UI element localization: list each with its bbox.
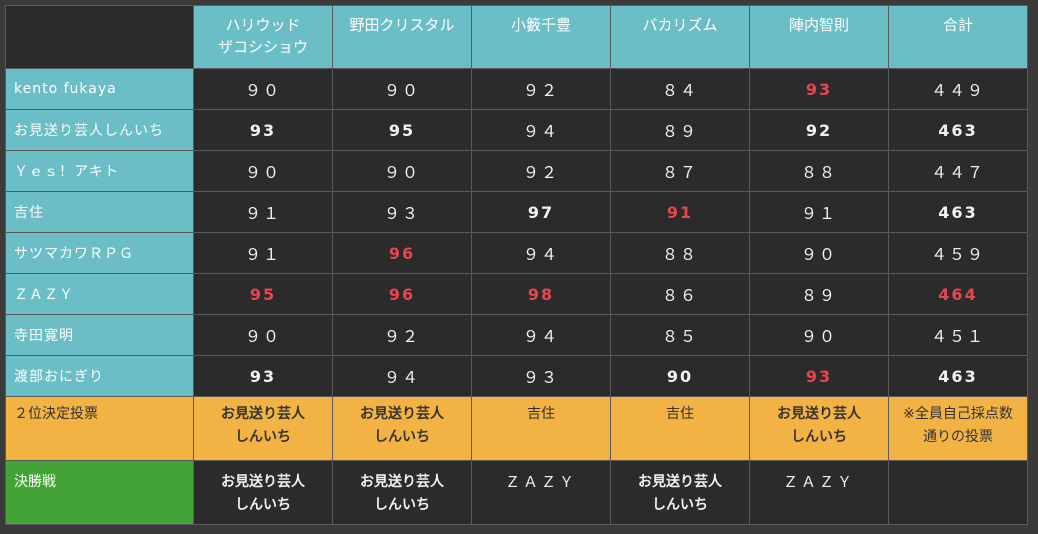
score-cell: 96	[332, 232, 472, 274]
score-cell: ９０	[193, 150, 333, 192]
score-cell: ８６	[610, 273, 750, 315]
score-cell: 96	[332, 273, 472, 315]
final-label: 決勝戦	[5, 460, 194, 525]
col-header: 陣内智則	[749, 5, 889, 69]
score-cell: 95	[332, 109, 472, 151]
score-cell: 93	[749, 68, 889, 110]
col-header: 小籔千豊	[471, 5, 611, 69]
score-cell: ９３	[332, 191, 472, 233]
table-row: お見送り芸人しんいち 93 95 ９４ ８９ 92 463	[5, 109, 1028, 151]
vote-label: ２位決定投票	[5, 396, 194, 461]
total-cell: 463	[888, 355, 1028, 397]
col-header: バカリズム	[610, 5, 750, 69]
vote-cell: お見送り芸人 しんいち	[193, 396, 333, 461]
score-cell: ９０	[193, 68, 333, 110]
score-cell: ８８	[749, 150, 889, 192]
col-header: ハリウッド ザコシショウ	[193, 5, 333, 69]
score-cell: ９４	[471, 109, 611, 151]
row-name: サツマカワＲＰＧ	[5, 232, 194, 274]
score-cell: 91	[610, 191, 750, 233]
final-cell: ＺＡＺＹ	[471, 460, 611, 525]
total-cell: 463	[888, 191, 1028, 233]
score-cell: ９１	[193, 232, 333, 274]
row-name: 渡部おにぎり	[5, 355, 194, 397]
score-cell: 98	[471, 273, 611, 315]
header-row: ハリウッド ザコシショウ 野田クリスタル 小籔千豊 バカリズム 陣内智則 合計	[5, 5, 1028, 69]
score-cell: 92	[749, 109, 889, 151]
vote-cell: 吉住	[471, 396, 611, 461]
score-cell: ９０	[332, 150, 472, 192]
final-cell: お見送り芸人 しんいち	[193, 460, 333, 525]
score-cell: ８７	[610, 150, 750, 192]
score-cell: ９０	[749, 232, 889, 274]
score-cell: ９１	[193, 191, 333, 233]
col-header: 野田クリスタル	[332, 5, 472, 69]
score-table: ハリウッド ザコシショウ 野田クリスタル 小籔千豊 バカリズム 陣内智則 合計 …	[5, 5, 1028, 525]
vote-row: ２位決定投票 お見送り芸人 しんいち お見送り芸人 しんいち 吉住 吉住 お見送…	[5, 396, 1028, 461]
total-cell: 464	[888, 273, 1028, 315]
score-cell: ９０	[749, 314, 889, 356]
corner-cell	[5, 5, 194, 69]
vote-cell: 吉住	[610, 396, 750, 461]
score-cell: 93	[193, 109, 333, 151]
total-cell: ４４９	[888, 68, 1028, 110]
table-row: Ｙｅｓ！アキト ９０ ９０ ９２ ８７ ８８ ４４７	[5, 150, 1028, 192]
final-cell: お見送り芸人 しんいち	[610, 460, 750, 525]
score-cell: ９４	[471, 314, 611, 356]
score-cell: ８９	[749, 273, 889, 315]
score-cell: ９４	[332, 355, 472, 397]
row-name: ＺＡＺＹ	[5, 273, 194, 315]
score-cell: ８４	[610, 68, 750, 110]
table-row: ＺＡＺＹ 95 96 98 ８６ ８９ 464	[5, 273, 1028, 315]
score-cell: 95	[193, 273, 333, 315]
score-cell: ９２	[471, 68, 611, 110]
row-name: お見送り芸人しんいち	[5, 109, 194, 151]
final-cell: ＺＡＺＹ	[749, 460, 889, 525]
row-name: Ｙｅｓ！アキト	[5, 150, 194, 192]
row-name: 吉住	[5, 191, 194, 233]
table-row: kento fukaya ９０ ９０ ９２ ８４ 93 ４４９	[5, 68, 1028, 110]
vote-cell: お見送り芸人 しんいち	[749, 396, 889, 461]
score-cell: ９０	[332, 68, 472, 110]
table-row: 寺田寛明 ９０ ９２ ９４ ８５ ９０ ４５１	[5, 314, 1028, 356]
score-cell: ９３	[471, 355, 611, 397]
score-cell: 97	[471, 191, 611, 233]
score-cell: ９２	[332, 314, 472, 356]
final-row: 決勝戦 お見送り芸人 しんいち お見送り芸人 しんいち ＺＡＺＹ お見送り芸人 …	[5, 460, 1028, 525]
table-row: 吉住 ９１ ９３ 97 91 ９１ 463	[5, 191, 1028, 233]
row-name: kento fukaya	[5, 68, 194, 110]
final-cell: お見送り芸人 しんいち	[332, 460, 472, 525]
score-cell: ８５	[610, 314, 750, 356]
score-cell: ９２	[471, 150, 611, 192]
vote-note: ※全員自己採点数 通りの投票	[888, 396, 1028, 461]
row-name: 寺田寛明	[5, 314, 194, 356]
score-cell: ９１	[749, 191, 889, 233]
score-cell: ９０	[193, 314, 333, 356]
score-cell: 90	[610, 355, 750, 397]
total-cell: ４５９	[888, 232, 1028, 274]
total-cell: ４５１	[888, 314, 1028, 356]
total-cell: 463	[888, 109, 1028, 151]
col-header: 合計	[888, 5, 1028, 69]
final-cell	[888, 460, 1028, 525]
table-row: サツマカワＲＰＧ ９１ 96 ９４ ８８ ９０ ４５９	[5, 232, 1028, 274]
score-cell: ９４	[471, 232, 611, 274]
score-cell: ８９	[610, 109, 750, 151]
vote-cell: お見送り芸人 しんいち	[332, 396, 472, 461]
total-cell: ４４７	[888, 150, 1028, 192]
score-cell: ８８	[610, 232, 750, 274]
table-row: 渡部おにぎり 93 ９４ ９３ 90 93 463	[5, 355, 1028, 397]
score-cell: 93	[193, 355, 333, 397]
score-cell: 93	[749, 355, 889, 397]
